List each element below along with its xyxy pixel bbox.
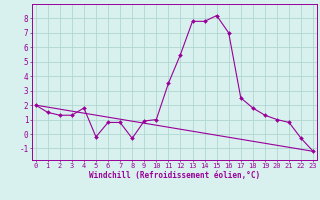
X-axis label: Windchill (Refroidissement éolien,°C): Windchill (Refroidissement éolien,°C) <box>89 171 260 180</box>
